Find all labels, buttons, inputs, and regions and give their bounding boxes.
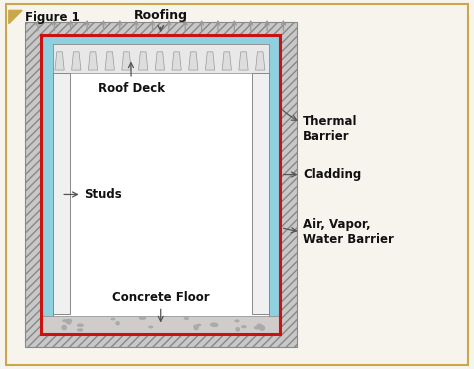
Ellipse shape [78,329,82,331]
Ellipse shape [63,320,67,322]
Ellipse shape [184,318,188,319]
Ellipse shape [257,324,262,326]
Ellipse shape [111,318,115,320]
Bar [53,73,70,314]
Text: Roof Deck: Roof Deck [98,63,164,95]
Polygon shape [138,52,148,70]
Polygon shape [205,52,215,70]
Ellipse shape [139,317,146,319]
Text: Thermal
Barrier: Thermal Barrier [283,110,358,143]
Polygon shape [55,52,64,70]
Text: Studs: Studs [64,188,122,201]
Polygon shape [255,52,265,70]
Circle shape [194,326,198,330]
Circle shape [260,326,264,330]
Ellipse shape [213,325,217,327]
Polygon shape [88,52,98,70]
Circle shape [236,328,239,331]
Polygon shape [239,52,248,70]
Ellipse shape [194,325,199,327]
Text: Cladding: Cladding [283,168,362,181]
Bar [53,44,268,325]
Ellipse shape [149,326,153,328]
Ellipse shape [235,320,239,322]
Ellipse shape [210,323,218,326]
Bar [53,44,268,73]
Polygon shape [189,52,198,70]
Polygon shape [222,52,231,70]
Ellipse shape [242,326,246,328]
Polygon shape [155,52,164,70]
Polygon shape [105,52,114,70]
Ellipse shape [197,324,201,325]
Circle shape [66,320,71,324]
Ellipse shape [255,327,261,329]
Bar [25,22,297,347]
Polygon shape [122,52,131,70]
Polygon shape [72,52,81,70]
Bar [252,73,268,314]
Text: Air, Vapor,
Water Barrier: Air, Vapor, Water Barrier [283,218,394,246]
Bar [40,34,282,335]
Bar [41,315,280,334]
Polygon shape [172,52,181,70]
Text: Figure 1: Figure 1 [26,11,80,24]
Circle shape [62,325,66,330]
Text: Roofing: Roofing [134,9,188,31]
Circle shape [116,322,119,325]
Bar [41,35,280,334]
Polygon shape [9,10,22,24]
Ellipse shape [78,324,83,326]
Text: Concrete Floor: Concrete Floor [112,291,210,321]
Ellipse shape [67,320,72,321]
